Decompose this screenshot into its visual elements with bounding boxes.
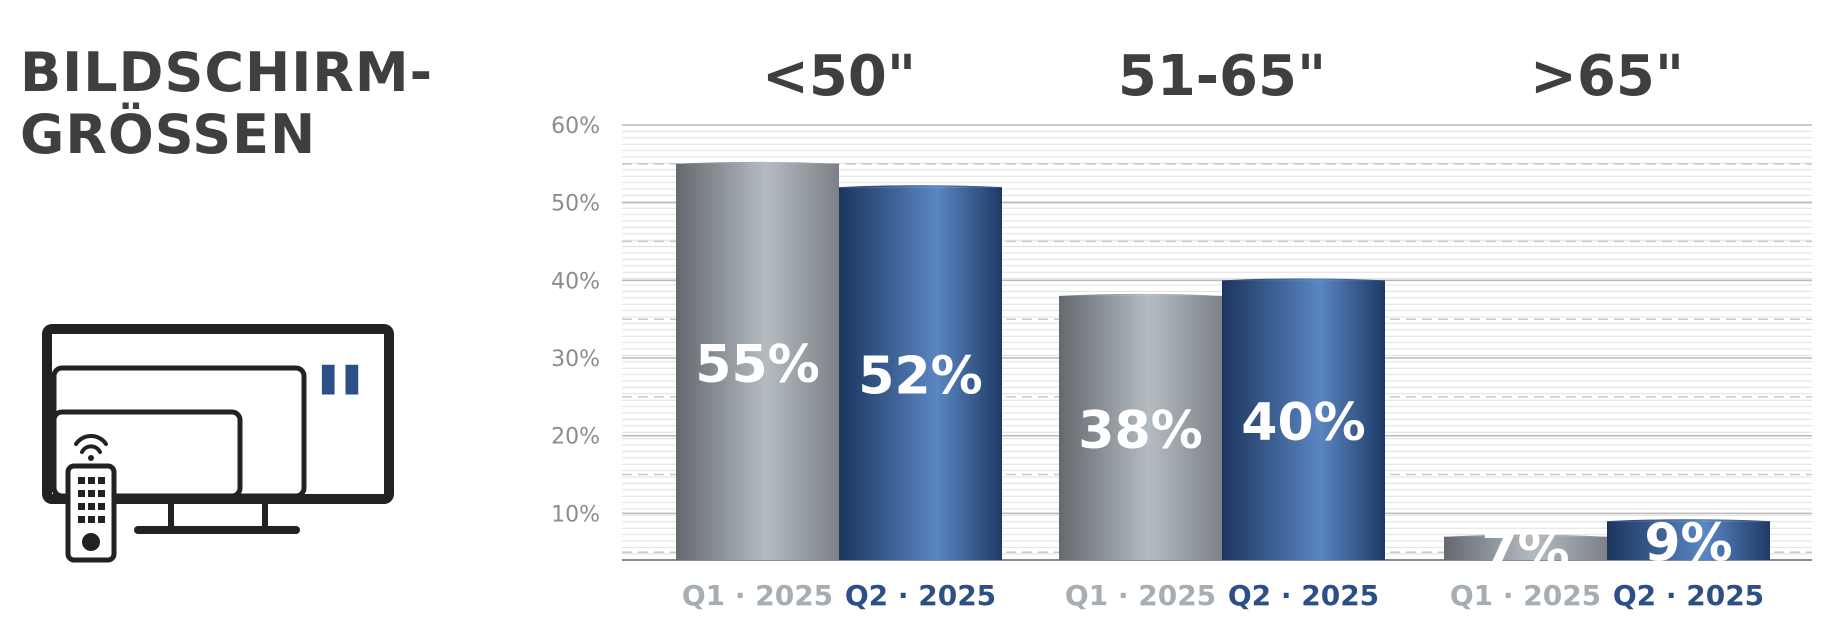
chart-title: BILDSCHIRM- GRÖSSEN: [20, 42, 433, 166]
bar: [1222, 280, 1385, 560]
group-title: <50": [762, 44, 916, 109]
series-label: Q2 · 2025: [845, 579, 996, 612]
y-axis-ticks: 60% 50% 40% 30% 20% 10%: [551, 114, 600, 527]
bar-cap: [1607, 519, 1770, 522]
y-tick-label: 10%: [551, 502, 600, 527]
bar-cap: [676, 161, 839, 164]
bars: 55% 52% 38% 40% 7% 9%: [676, 161, 1770, 581]
bar-value-label: 9%: [1644, 514, 1732, 574]
series-label: Q2 · 2025: [1228, 579, 1379, 612]
group-title: >65": [1530, 44, 1684, 109]
bar-value-label: 52%: [858, 347, 982, 407]
group-title: 51-65": [1118, 44, 1326, 109]
title-line-1: BILDSCHIRM-: [20, 41, 434, 104]
inch-mark-icon: ": [311, 343, 368, 471]
tv-remote-icon: ": [42, 324, 394, 563]
y-tick-label: 50%: [551, 192, 600, 217]
series-label: Q2 · 2025: [1613, 579, 1764, 612]
title-line-2: GRÖSSEN: [20, 103, 317, 166]
bar: [1444, 536, 1607, 560]
bar-cap: [1059, 293, 1222, 296]
bar-value-label: 38%: [1078, 401, 1202, 461]
y-tick-label: 40%: [551, 269, 600, 294]
bar: [839, 187, 1002, 560]
bar-cap: [1444, 534, 1607, 537]
bar: [1059, 295, 1222, 560]
bar-value-label: 7%: [1481, 521, 1569, 581]
bar-cap: [839, 185, 1002, 188]
bar: [676, 163, 839, 560]
bar-value-label: 40%: [1241, 393, 1365, 453]
bar-cap: [1222, 278, 1385, 281]
series-label: Q1 · 2025: [1450, 579, 1601, 612]
series-label: Q1 · 2025: [682, 579, 833, 612]
y-tick-label: 60%: [551, 114, 600, 139]
y-tick-label: 30%: [551, 347, 600, 372]
bar-value-label: 55%: [695, 335, 819, 395]
series-label: Q1 · 2025: [1065, 579, 1216, 612]
bar: [1607, 521, 1770, 560]
group-labels: <50" Q1 · 2025 Q2 · 2025 51-65" Q1 · 2025 Q2 …: [682, 44, 1764, 612]
y-tick-label: 20%: [551, 425, 600, 450]
